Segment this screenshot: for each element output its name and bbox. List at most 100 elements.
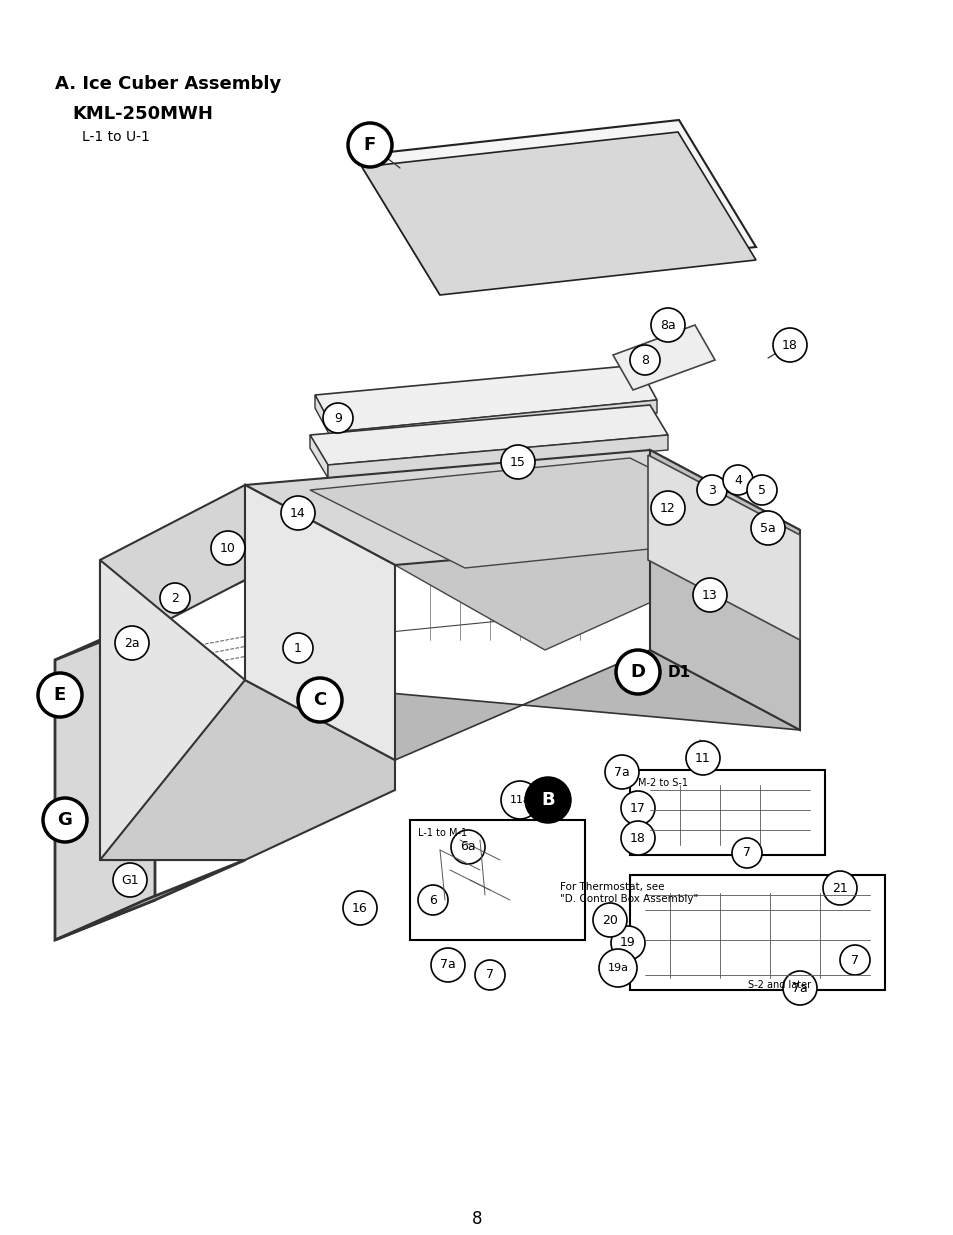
Text: L-1 to U-1: L-1 to U-1 — [82, 130, 150, 144]
Circle shape — [620, 821, 655, 855]
Polygon shape — [328, 435, 667, 478]
Text: 21: 21 — [831, 882, 847, 894]
Circle shape — [840, 945, 869, 974]
Polygon shape — [310, 435, 328, 478]
Text: 14: 14 — [290, 506, 306, 520]
Text: M-2 to S-1: M-2 to S-1 — [638, 778, 687, 788]
Polygon shape — [100, 485, 245, 655]
Text: S-2 and later: S-2 and later — [747, 981, 810, 990]
Text: For Thermostat, see
"D. Control Box Assembly": For Thermostat, see "D. Control Box Asse… — [559, 882, 698, 904]
Circle shape — [685, 741, 720, 776]
Polygon shape — [361, 156, 439, 295]
Text: L-1 to M-1: L-1 to M-1 — [417, 827, 467, 839]
Text: 3: 3 — [707, 483, 715, 496]
Text: 11: 11 — [695, 752, 710, 764]
Text: 5: 5 — [758, 483, 765, 496]
Polygon shape — [314, 366, 657, 432]
Polygon shape — [245, 450, 800, 564]
Polygon shape — [361, 120, 755, 283]
Polygon shape — [395, 450, 800, 650]
Text: D1: D1 — [667, 664, 690, 679]
Text: 7a: 7a — [439, 958, 456, 972]
Text: 7a: 7a — [614, 766, 629, 778]
Circle shape — [431, 948, 464, 982]
Text: 5a: 5a — [760, 521, 775, 535]
Circle shape — [692, 578, 726, 613]
Circle shape — [525, 778, 569, 823]
Circle shape — [348, 124, 392, 167]
Circle shape — [731, 839, 761, 868]
Circle shape — [750, 511, 784, 545]
Text: 19a: 19a — [607, 963, 628, 973]
Polygon shape — [55, 620, 154, 940]
Circle shape — [782, 971, 816, 1005]
Text: C: C — [313, 692, 326, 709]
Text: 10: 10 — [220, 541, 235, 555]
Text: 7: 7 — [485, 968, 494, 982]
Text: 4: 4 — [733, 473, 741, 487]
Text: 11a: 11a — [509, 795, 530, 805]
Text: 1: 1 — [294, 641, 301, 655]
Text: B: B — [540, 790, 555, 809]
Circle shape — [43, 798, 87, 842]
Text: 2: 2 — [171, 592, 179, 604]
Circle shape — [610, 926, 644, 960]
Polygon shape — [100, 559, 245, 860]
Text: 15: 15 — [510, 456, 525, 468]
Circle shape — [38, 673, 82, 718]
Text: 17: 17 — [629, 802, 645, 815]
Text: 9: 9 — [334, 411, 341, 425]
Text: 18: 18 — [781, 338, 797, 352]
Text: 7: 7 — [850, 953, 858, 967]
Polygon shape — [335, 400, 657, 445]
Circle shape — [283, 634, 313, 663]
Text: 7a: 7a — [791, 982, 807, 994]
Text: F: F — [363, 136, 375, 154]
Polygon shape — [613, 325, 714, 390]
Text: 2a: 2a — [124, 636, 140, 650]
Text: 8a: 8a — [659, 319, 675, 331]
Text: G1: G1 — [121, 873, 139, 887]
Text: KML-250MWH: KML-250MWH — [71, 105, 213, 124]
Polygon shape — [310, 458, 784, 568]
Circle shape — [281, 496, 314, 530]
Polygon shape — [361, 132, 755, 295]
FancyBboxPatch shape — [629, 769, 824, 855]
Text: G: G — [57, 811, 72, 829]
Circle shape — [211, 531, 245, 564]
Text: A. Ice Cuber Assembly: A. Ice Cuber Assembly — [55, 75, 281, 93]
Polygon shape — [314, 395, 335, 445]
Circle shape — [500, 781, 538, 819]
Circle shape — [746, 475, 776, 505]
Text: 6: 6 — [429, 893, 436, 906]
Circle shape — [620, 790, 655, 825]
Circle shape — [500, 445, 535, 479]
Circle shape — [112, 863, 147, 897]
Circle shape — [115, 626, 149, 659]
Circle shape — [722, 466, 752, 495]
Text: 8: 8 — [640, 353, 648, 367]
Polygon shape — [245, 650, 800, 760]
Polygon shape — [649, 450, 800, 730]
FancyBboxPatch shape — [410, 820, 584, 940]
Text: 7: 7 — [742, 846, 750, 860]
Circle shape — [629, 345, 659, 375]
Text: 12: 12 — [659, 501, 675, 515]
Polygon shape — [647, 454, 800, 640]
Circle shape — [417, 885, 448, 915]
Circle shape — [593, 903, 626, 937]
Circle shape — [650, 308, 684, 342]
Circle shape — [475, 960, 504, 990]
Text: 19: 19 — [619, 936, 636, 950]
Circle shape — [616, 650, 659, 694]
Polygon shape — [55, 580, 245, 659]
Polygon shape — [245, 485, 395, 760]
Text: 18: 18 — [629, 831, 645, 845]
Circle shape — [160, 583, 190, 613]
FancyBboxPatch shape — [629, 876, 884, 990]
Text: D: D — [630, 663, 645, 680]
Polygon shape — [55, 860, 245, 940]
Polygon shape — [310, 405, 667, 466]
Text: 8: 8 — [471, 1210, 482, 1228]
Circle shape — [451, 830, 484, 864]
